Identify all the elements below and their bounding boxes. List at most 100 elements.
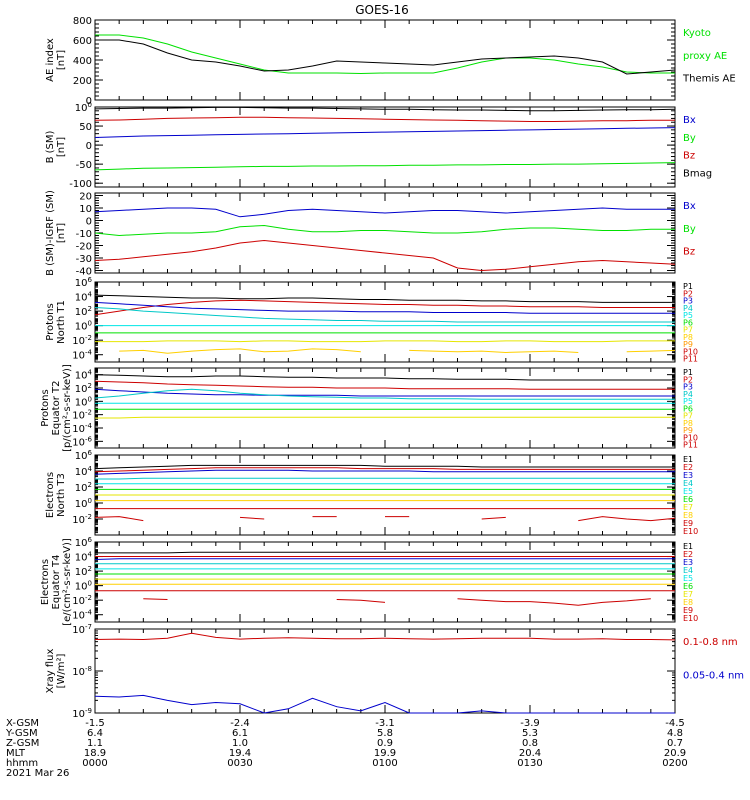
y-tick-label: 100	[75, 580, 92, 593]
legend-label: P8	[683, 419, 693, 428]
legend-label: E6	[683, 495, 693, 504]
legend-label: E5	[683, 574, 693, 583]
y-tick-label: 20	[79, 192, 92, 203]
footer-value: -3.9	[520, 718, 540, 729]
y-axis-label: Equator T4	[51, 555, 62, 610]
panel-8: 10-9 10-8 10-7 Xray flux [W/m²] 0.1-0.8 nm 0.0…	[45, 623, 744, 720]
legend-label: E1	[683, 455, 693, 464]
legend-label: By	[683, 133, 696, 144]
y-axis-label: [p/(cm²-s-sr-keV)]	[62, 364, 73, 452]
footer-value: 18.9	[84, 748, 106, 759]
legend-label: E9	[683, 606, 693, 615]
y-tick-label: -10	[76, 229, 92, 240]
legend-label: P1	[683, 368, 693, 377]
y-axis-label: North T3	[56, 473, 67, 517]
footer-value: 6.1	[232, 728, 248, 739]
y-tick-label: 106	[75, 276, 93, 289]
legend-label: Kyoto	[683, 28, 711, 39]
panel-1: 0 200 400 600 800 AE index [nT] Kyoto proxy AE Th…	[45, 16, 736, 107]
y-tick-label: 102	[75, 565, 92, 578]
legend-label: P7	[683, 412, 693, 421]
legend-label: P2	[683, 289, 693, 298]
legend-label: E6	[683, 582, 693, 591]
series-p7	[95, 416, 675, 419]
series-bz	[94, 239, 676, 272]
series-bz	[94, 116, 675, 122]
legend-label: E7	[683, 503, 693, 512]
y-tick-label: 10-2	[72, 409, 92, 422]
legend-label: Bx	[683, 115, 696, 126]
legend-label: E2	[683, 550, 693, 559]
series-e3	[94, 469, 675, 475]
footer-value: 0.9	[377, 738, 393, 749]
footer-value: 0200	[662, 758, 687, 769]
y-tick-label: 100	[75, 395, 92, 408]
footer-value: -2.4	[230, 718, 250, 729]
y-tick-label: 0	[86, 141, 92, 152]
y-axis-label: AE index	[45, 38, 56, 82]
legend-label: E10	[683, 614, 698, 623]
legend-label: P5	[683, 311, 693, 320]
y-tick-label: 104	[75, 551, 93, 564]
footer-value: 5.3	[522, 728, 538, 739]
footer-row-label: X-GSM	[6, 718, 39, 729]
footer-row-label: Y-GSM	[5, 728, 38, 739]
y-tick-label: 10-8	[72, 665, 92, 678]
panel-frame	[94, 628, 676, 714]
y-tick-label: 10-2	[72, 513, 92, 526]
footer-value: 0030	[227, 758, 252, 769]
y-tick-label: 800	[73, 16, 92, 27]
y-axis-label: Electrons	[40, 559, 51, 605]
footer-value: 0000	[82, 758, 107, 769]
panel-2: -100 -50 0 50 100 B (SM) [nT] Bx By Bz Bmag	[45, 101, 712, 190]
legend-label: P5	[683, 397, 693, 406]
y-tick-label: 200	[73, 76, 92, 87]
series-p4	[94, 307, 675, 323]
y-axis-label: Electrons	[45, 472, 56, 518]
legend-label: P4	[683, 390, 693, 399]
legend-label: P7	[683, 326, 693, 335]
series-bx	[94, 207, 675, 218]
legend-label: E5	[683, 487, 693, 496]
legend-label: E1	[683, 542, 693, 551]
y-axis-label: Xray flux	[45, 649, 56, 694]
series-e2	[94, 467, 675, 473]
y-tick-label: 10-4	[72, 349, 92, 362]
y-axis-label: Protons	[40, 389, 51, 426]
legend-label: P6	[683, 404, 693, 413]
series-0-05-0-4-nm	[94, 694, 675, 714]
series-by	[94, 224, 675, 237]
legend-label: Bx	[683, 201, 696, 212]
series-p2	[94, 380, 675, 390]
series-p1	[94, 294, 675, 303]
legend-label: E3	[683, 558, 693, 567]
legend-label: P9	[683, 426, 693, 435]
series-e4	[95, 477, 675, 480]
y-tick-label: -40	[76, 267, 92, 278]
y-axis-label: B (SM)-IGRF (SM)	[45, 190, 56, 276]
legend-label: 0.05-0.4 nm	[683, 671, 744, 682]
y-tick-label: 50	[79, 122, 92, 133]
legend-label: E9	[683, 519, 693, 528]
y-tick-label: 10-4	[72, 609, 92, 622]
legend-label: E4	[683, 479, 693, 488]
legend-label: P11	[683, 441, 698, 450]
footer-value: -4.5	[665, 718, 685, 729]
legend-label: P11	[683, 355, 698, 364]
legend-label: P8	[683, 333, 693, 342]
legend-label: Bmag	[683, 168, 712, 179]
footer-value: -3.1	[375, 718, 395, 729]
legend-label: Bz	[683, 151, 695, 162]
series-p3	[94, 301, 675, 314]
legend-label: P2	[683, 375, 693, 384]
orbit-footer: X-GSM -1.5 -2.4 -3.1 -3.9 -4.5 Y-GSM 6.4 6.1 5.8 5…	[5, 718, 688, 769]
y-axis-label: Equator T2	[51, 381, 62, 436]
footer-row-label: Z-GSM	[6, 738, 39, 749]
footer-value: 0130	[517, 758, 542, 769]
legend-label: P9	[683, 340, 693, 349]
legend-label: E8	[683, 598, 693, 607]
legend-label: P1	[683, 282, 693, 291]
series-p9	[119, 348, 676, 354]
